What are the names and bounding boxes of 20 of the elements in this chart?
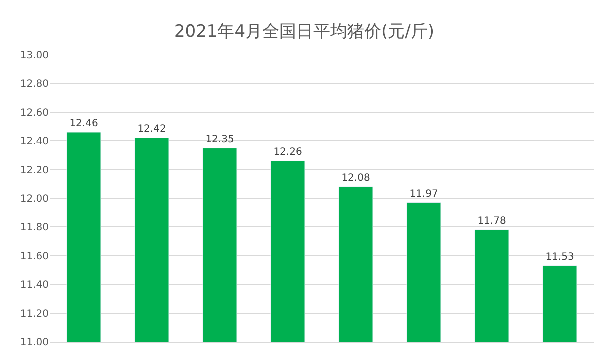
y-tick-label: 11.40 [20, 280, 49, 292]
data-label: 12.08 [342, 173, 370, 184]
y-tick-label: 11.60 [20, 251, 49, 262]
y-tick-label: 12.00 [20, 194, 49, 205]
y-tick-label: 12.60 [20, 108, 49, 119]
chart-title: 2021年4月全国日平均猪价(元/斤) [174, 22, 435, 42]
y-tick-label: 11.00 [20, 338, 49, 348]
y-tick-label: 11.20 [20, 308, 49, 320]
y-tick-label: 11.80 [20, 222, 49, 234]
y-tick-label: 12.80 [20, 79, 49, 90]
data-label: 12.35 [206, 134, 234, 146]
data-label: 11.78 [478, 216, 506, 228]
y-tick-label: 13.00 [20, 50, 49, 62]
data-label: 11.53 [546, 252, 574, 263]
y-tick-label: 12.20 [20, 165, 49, 176]
y-tick-label: 12.40 [20, 136, 49, 148]
data-label: 12.26 [274, 147, 302, 158]
data-label: 11.97 [410, 188, 438, 200]
data-label: 12.42 [138, 124, 166, 136]
data-label: 12.46 [70, 118, 98, 130]
